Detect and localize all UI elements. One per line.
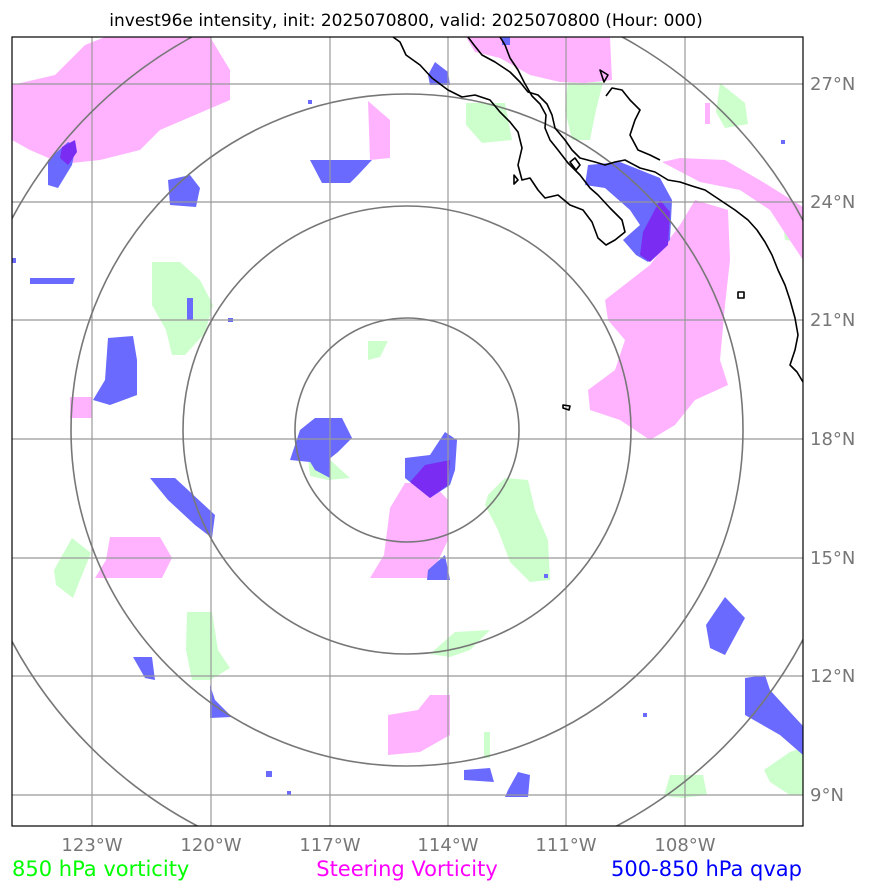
plot-frame bbox=[11, 36, 804, 827]
map-title: invest96e intensity, init: 2025070800, v… bbox=[109, 11, 702, 31]
qvap-layer bbox=[12, 37, 803, 797]
legend-qvap: 500-850 hPa qvap bbox=[611, 857, 802, 881]
lat-label-15: 15°N bbox=[810, 548, 855, 569]
overlap-layer bbox=[60, 140, 670, 498]
map-plot-area bbox=[12, 37, 803, 826]
lon-label-123: 123°W bbox=[61, 835, 122, 856]
lon-label-114: 114°W bbox=[417, 835, 478, 856]
lat-label-21: 21°N bbox=[810, 310, 855, 331]
latitude-labels: 27°N 24°N 21°N 18°N 15°N 12°N 9°N bbox=[810, 74, 855, 806]
lon-label-108: 108°W bbox=[654, 835, 715, 856]
legend-steering-vorticity: Steering Vorticity bbox=[316, 857, 498, 881]
coastline bbox=[392, 37, 803, 411]
lon-label-117: 117°W bbox=[299, 835, 360, 856]
lon-label-120: 120°W bbox=[180, 835, 241, 856]
lon-label-111: 111°W bbox=[535, 835, 596, 856]
lat-label-12: 12°N bbox=[810, 666, 855, 687]
lat-label-27: 27°N bbox=[810, 74, 855, 95]
graticule bbox=[12, 37, 803, 826]
range-rings bbox=[12, 37, 803, 826]
legend-vorticity-850: 850 hPa vorticity bbox=[12, 857, 189, 881]
lat-label-24: 24°N bbox=[810, 192, 855, 213]
legend: 850 hPa vorticity Steering Vorticity 500… bbox=[12, 857, 802, 881]
longitude-labels: 123°W 120°W 117°W 114°W 111°W 108°W bbox=[61, 835, 715, 856]
lat-label-9: 9°N bbox=[810, 785, 844, 806]
lat-label-18: 18°N bbox=[810, 429, 855, 450]
